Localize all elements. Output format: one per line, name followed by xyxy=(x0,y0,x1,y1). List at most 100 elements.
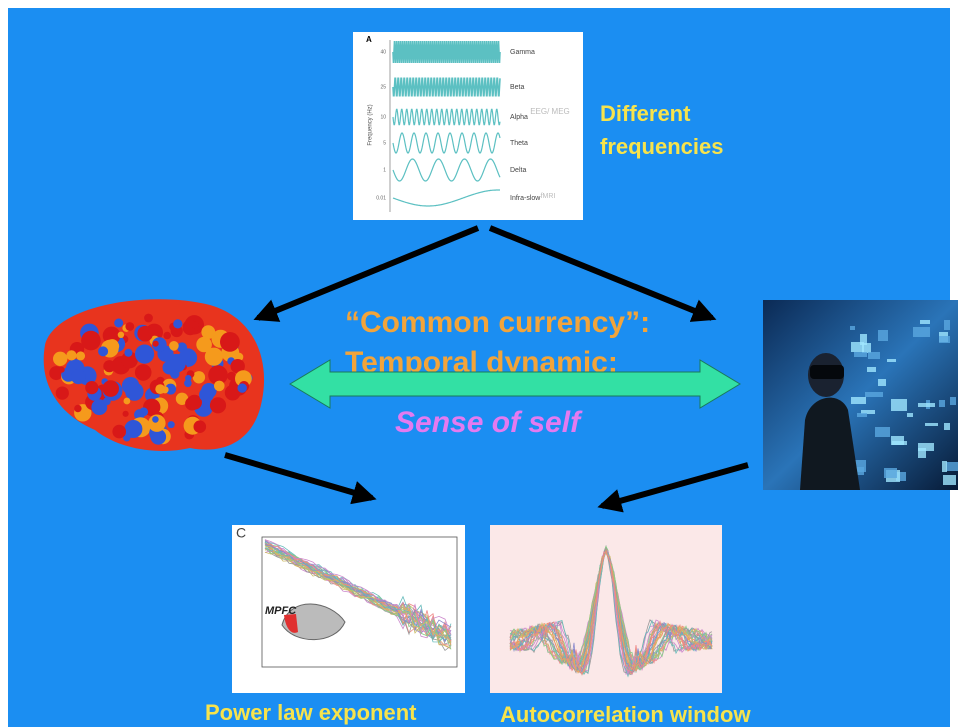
blotch xyxy=(175,392,189,405)
center-title: “Common currency”: xyxy=(345,306,650,339)
blotch xyxy=(135,344,155,364)
screen xyxy=(851,467,864,475)
band-label: Delta xyxy=(510,167,526,174)
screen xyxy=(892,441,907,445)
blotch xyxy=(199,387,214,403)
panel-bg xyxy=(353,32,583,220)
blotch xyxy=(224,384,241,401)
vr-image xyxy=(763,300,958,490)
frequency-panel: A Frequency (Hz) EEG/ MEG fMRI Gamma Beta… xyxy=(353,32,583,220)
screen xyxy=(868,352,880,359)
screen xyxy=(896,472,906,481)
blotch xyxy=(81,330,101,351)
blotch xyxy=(163,331,171,340)
screen xyxy=(878,330,888,341)
wave xyxy=(392,108,501,126)
blotch xyxy=(91,399,108,416)
blotch xyxy=(155,384,166,394)
blotch xyxy=(201,325,216,339)
screen xyxy=(867,367,876,372)
screen xyxy=(891,399,907,411)
band-label: Beta xyxy=(510,84,525,91)
spectrum-line xyxy=(264,545,452,644)
blotch xyxy=(214,380,225,392)
screen xyxy=(854,352,867,357)
blotch xyxy=(187,394,202,410)
blotch xyxy=(196,336,212,353)
blotch xyxy=(123,397,131,405)
screen xyxy=(857,413,867,417)
blotch xyxy=(117,331,125,338)
spectrum-line xyxy=(264,547,452,641)
tick-label: 10 xyxy=(380,114,386,120)
blotch xyxy=(123,434,131,442)
screen xyxy=(944,320,950,330)
screen xyxy=(939,336,950,343)
autocorrelation-panel xyxy=(490,525,722,693)
blotch xyxy=(125,322,135,331)
screen xyxy=(907,413,913,417)
blotch xyxy=(230,359,245,374)
modality: fMRI xyxy=(541,193,556,200)
double-arrow xyxy=(289,359,741,409)
tick-label: 40 xyxy=(380,49,386,55)
blotch xyxy=(121,351,138,369)
blotch xyxy=(112,424,126,439)
blotch xyxy=(152,416,159,423)
screen xyxy=(875,427,890,437)
blotch xyxy=(193,420,207,434)
wave xyxy=(392,77,501,97)
spectrum-line xyxy=(264,543,452,631)
screen xyxy=(920,320,930,324)
blotch xyxy=(237,383,247,393)
blotch xyxy=(114,318,124,328)
wave xyxy=(392,40,501,64)
screen xyxy=(891,436,904,445)
wave xyxy=(392,189,500,207)
blotch xyxy=(185,375,192,382)
acf-line xyxy=(509,549,713,673)
modality: EEG/ MEG xyxy=(530,107,570,116)
brain-image xyxy=(43,299,265,451)
self-label: Sense of self xyxy=(395,406,583,439)
blotch xyxy=(173,319,183,329)
blotch xyxy=(55,386,69,400)
caption: Power law exponent xyxy=(205,700,417,725)
blotch xyxy=(122,410,129,417)
blotch xyxy=(85,381,99,395)
screen xyxy=(878,379,886,386)
blotch xyxy=(209,397,227,414)
blotch xyxy=(98,346,109,357)
blotch xyxy=(184,379,192,388)
screen xyxy=(887,359,896,362)
blotch xyxy=(103,360,116,373)
blotch xyxy=(150,429,167,445)
blotch xyxy=(167,421,175,429)
blotch xyxy=(109,341,120,352)
screen xyxy=(851,397,866,404)
spectrum-line xyxy=(264,543,452,644)
blotch xyxy=(208,365,228,385)
tick-label: 5 xyxy=(383,140,386,146)
screen xyxy=(918,448,926,458)
wave xyxy=(392,132,501,154)
screen xyxy=(946,462,958,471)
screen xyxy=(918,403,935,407)
band-label: Gamma xyxy=(510,49,535,56)
spectrum-line xyxy=(264,543,452,645)
blotch xyxy=(66,350,77,361)
screen xyxy=(939,400,945,407)
blotch xyxy=(102,326,121,345)
tick-label: 0.01 xyxy=(376,195,386,201)
blotch xyxy=(169,341,179,351)
blotch xyxy=(191,321,199,329)
acf-line xyxy=(509,551,713,676)
wave xyxy=(392,158,501,182)
blotch xyxy=(137,325,153,342)
screen xyxy=(942,461,947,472)
screen xyxy=(943,475,956,485)
blotch xyxy=(125,382,144,401)
blotch xyxy=(53,351,68,366)
blotch xyxy=(70,369,86,385)
